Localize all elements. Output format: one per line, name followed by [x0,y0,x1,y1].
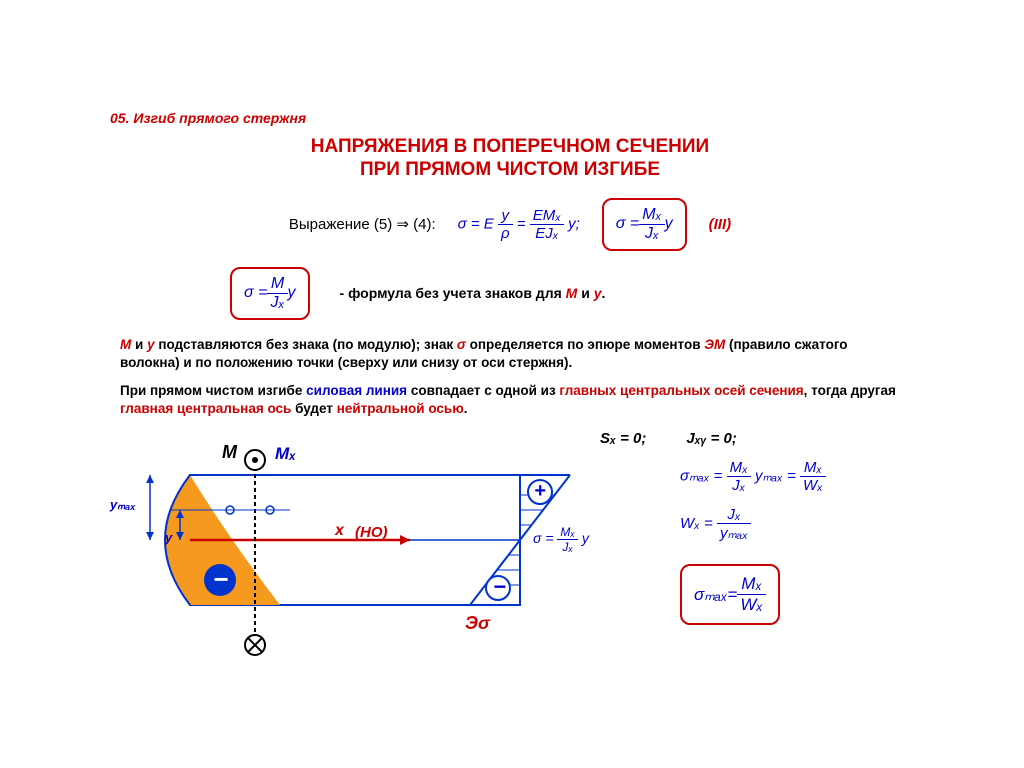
wx-den: yₘₐₓ [717,524,751,542]
smb-num: Mₓ [737,574,766,595]
diagram-svg [110,430,590,690]
bending-diagram: M Mₓ yₘₐₓ y x (НО) + − − Эσ σ = MₓJₓ y [110,430,590,690]
b2-den: Jₓ [267,294,287,312]
box-den: Jₓ [639,225,664,243]
eq: = [517,215,530,232]
r1mid: yₘₐₓ = [751,468,800,485]
sigma-max-box-wrap: σₘₐₓ= MₓWₓ [680,554,900,625]
paragraph-2: При прямом чистом изгибе силовая линия с… [120,382,900,418]
label-epure: Эσ [465,613,490,634]
smb-pre: σₘₐₓ= [694,585,737,605]
sd-pre: σ = [533,531,557,547]
label-ymax: yₘₐₓ [110,497,135,513]
r1d1: Jₓ [727,477,751,494]
p2g: будет [291,401,336,416]
minus-sign-1: − [493,574,506,600]
f2-num: EMₓ [530,207,564,225]
r1n2: Mₓ [800,459,826,477]
wx-formula: Wₓ = Jₓyₘₐₓ [680,506,900,542]
formula-box-iii: σ = MₓJₓ y [602,198,687,251]
lower-region: M Mₓ yₘₐₓ y x (НО) + − − Эσ σ = MₓJₓ y S… [110,430,910,710]
formula-description: - формула без учета знаков для M и y. [340,285,606,301]
formula-box-simple: σ = MJₓ y [230,267,310,320]
p1c: y [147,337,155,352]
formula-label-iii: (III) [709,216,732,233]
box-num: Mₓ [639,206,664,225]
f1-num: y [498,207,513,225]
d-mid: и [577,285,593,301]
p1d: подставляются без знака (по модулю); зна… [155,337,457,352]
d-y: y [594,285,602,301]
label-y: y [165,530,172,545]
smb-den: Wₓ [737,595,766,615]
p1g: ЭМ [704,337,725,352]
p1a: M [120,337,131,352]
lead-text: Выражение (5) ⇒ (4): [289,215,436,233]
p2c: совпадает с одной из [407,383,559,398]
box-pre: σ = [616,215,639,233]
jxy: Jₓᵧ = 0; [686,430,737,447]
plus-sign: + [534,480,546,503]
expr-1: σ = E yρ = EMₓEJₓ y; [458,207,580,242]
p2d: главных центральных осей сечения [559,383,803,398]
label-M: M [222,442,237,463]
expr1-post: y; [568,215,580,232]
sm-pre: σₘₐₓ = [680,468,727,485]
p2i: . [464,401,468,416]
slide-title: НАПРЯЖЕНИЯ В ПОПЕРЕЧНОМ СЕЧЕНИИ ПРИ ПРЯМ… [110,136,910,182]
expr1-pre: σ = E [458,215,494,232]
d-M: M [566,285,578,301]
p1f: определяется по эпюре моментов [466,337,704,352]
expression-row-1: Выражение (5) ⇒ (4): σ = E yρ = EMₓEJₓ y… [110,198,910,251]
p1b: и [131,337,147,352]
box-post: y [665,215,673,233]
minus-sign-orange: − [213,564,228,595]
p2h: нейтральной осью [337,401,464,416]
b2-pre: σ = [244,284,267,302]
wx-pre: Wₓ = [680,515,717,532]
slide: 05. Изгиб прямого стержня НАПРЯЖЕНИЯ В П… [110,110,910,710]
zero-conditions: Sₓ = 0; Jₓᵧ = 0; [600,430,900,447]
r1n1: Mₓ [727,459,751,477]
sx: Sₓ = 0; [600,430,646,447]
d-end: . [602,285,606,301]
b2-post: y [288,284,296,302]
wx-num: Jₓ [717,506,751,524]
sd-den: Jₓ [557,540,578,554]
right-formulas: Sₓ = 0; Jₓᵧ = 0; σₘₐₓ = MₓJₓ yₘₐₓ = MₓWₓ… [600,430,900,625]
sigma-formula-diagram: σ = MₓJₓ y [533,525,589,554]
r1d2: Wₓ [800,477,826,494]
p2b: силовая линия [306,383,407,398]
p2a: При прямом чистом изгибе [120,383,306,398]
chapter-label: 05. Изгиб прямого стержня [110,110,910,126]
b2-num: M [267,275,287,294]
sd-num: Mₓ [557,525,578,540]
p1e: σ [457,337,466,352]
p2e: , тогда другая [804,383,896,398]
label-x: x [335,522,344,540]
f1-den: ρ [498,225,513,242]
sigma-max-box: σₘₐₓ= MₓWₓ [680,564,780,625]
sigma-max-expanded: σₘₐₓ = MₓJₓ yₘₐₓ = MₓWₓ [680,459,900,494]
sd-post: y [578,531,589,547]
p2f: главная центральная ось [120,401,291,416]
title-line-1: НАПРЯЖЕНИЯ В ПОПЕРЕЧНОМ СЕЧЕНИИ [311,136,709,157]
expression-row-2: σ = MJₓ y - формула без учета знаков для… [230,267,910,320]
paragraph-1: M и y подставляются без знака (по модулю… [120,336,900,372]
label-Mx: Mₓ [275,444,296,464]
d-pre: - формула без учета знаков для [340,285,566,301]
title-line-2: ПРИ ПРЯМОМ ЧИСТОМ ИЗГИБЕ [360,159,660,180]
label-HO: (НО) [355,524,388,541]
f2-den: EJₓ [530,225,564,242]
